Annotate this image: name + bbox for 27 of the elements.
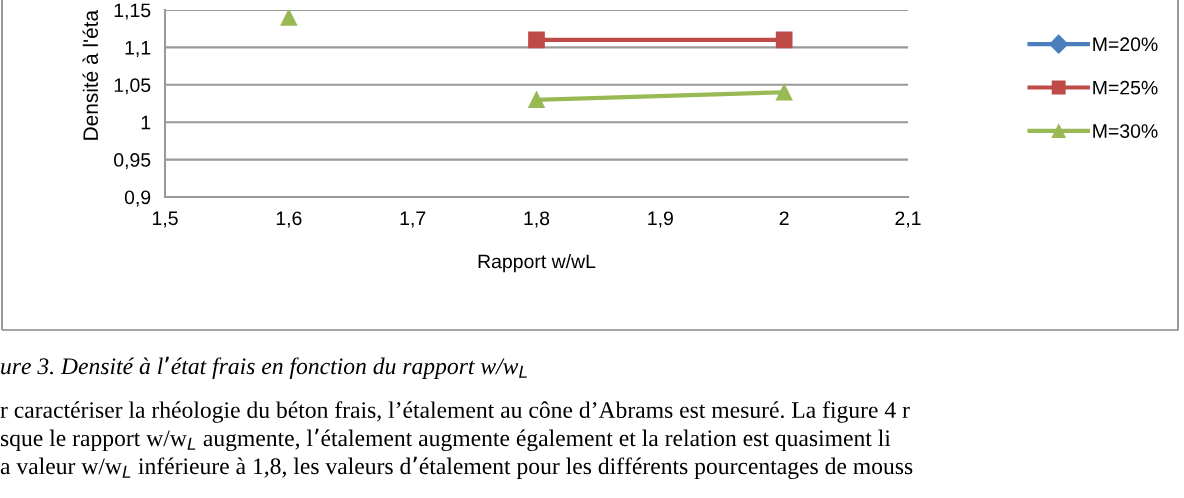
- y-tick-label: 0,95: [114, 153, 151, 170]
- y-axis-title: Densité à l'éta: [82, 9, 99, 140]
- y-tick-label: 1,1: [125, 41, 151, 57]
- x-tick-label: 1,9: [648, 211, 673, 228]
- text: a valeur w/w$_{L}$ inférieure à 1,8, les valeurs d’étalement pour les différents pourcentages de mouss: [0, 456, 913, 480]
- y-tick-label: 0,9: [124, 190, 151, 207]
- text: sque le rapport w/w$_{L}$ augmente, l’étalement augmente également et la relation est quasiment li: [0, 428, 891, 452]
- x-axis-title: Rapport w/wL: [478, 254, 596, 273]
- text: r caractériser la rhéologie du béton frais, l’étalement au cône d’Abrams est mesuré. La figure 4 r: [0, 401, 910, 423]
- legend-label: M=30%: [1093, 124, 1158, 138]
- x-tick-label: 1,5: [152, 211, 178, 228]
- legend-label: M=20%: [1093, 37, 1158, 52]
- point: [528, 91, 545, 109]
- legend-label: M=25%: [1093, 80, 1158, 95]
- x-tick-label: 2: [779, 211, 789, 225]
- point: [775, 31, 793, 49]
- x-tick-label: 1,6: [276, 211, 302, 228]
- x-tick-label: 2,1: [895, 211, 921, 228]
- text: ure 3. Densité à l’état frais en fonction du rapport w/w$_{L}$: [1, 356, 527, 380]
- point: [528, 31, 545, 49]
- point: [775, 83, 793, 101]
- y-tick-label: 1,15: [114, 3, 151, 20]
- y-tick-label: 1: [141, 115, 151, 130]
- x-tick-label: 1,8: [524, 211, 550, 228]
- point: [280, 10, 298, 26]
- x-tick-label: 1,7: [400, 211, 426, 228]
- y-tick-label: 1,05: [114, 78, 151, 95]
